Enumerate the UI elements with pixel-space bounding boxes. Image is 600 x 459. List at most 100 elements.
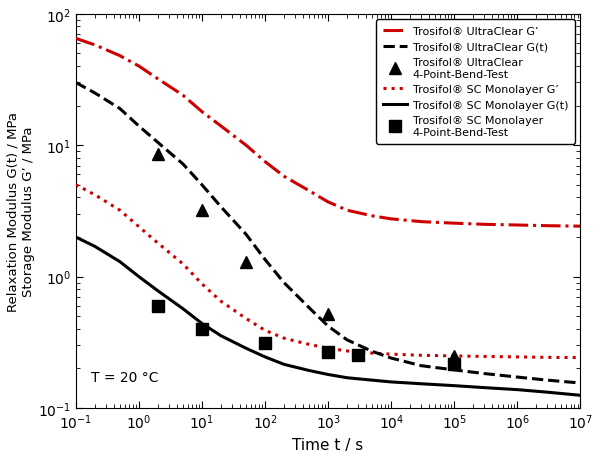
- Trosifol® UltraClear G’: [368, 213, 376, 219]
- Trosifol® SC Monolayer G’: [368, 351, 376, 356]
- Trosifol® SC Monolayer G(t): [481, 385, 488, 391]
- Trosifol® UltraClear G(t): [217, 205, 224, 210]
- Trosifol® SC Monolayer G’: [280, 336, 287, 341]
- Trosifol® UltraClear G(t): [544, 378, 551, 383]
- Trosifol® UltraClear G(t): [481, 371, 488, 376]
- Line: Trosifol® UltraClear G(t): Trosifol® UltraClear G(t): [76, 83, 580, 383]
- Trosifol® UltraClear G(t): [577, 381, 584, 386]
- Trosifol® SC Monolayer G’: [262, 328, 269, 333]
- Trosifol® SC Monolayer
4-Point-Bend-Test: [355, 352, 362, 358]
- Trosifol® SC Monolayer G(t): [262, 354, 269, 360]
- Trosifol® UltraClear
4-Point-Bend-Test: [325, 312, 332, 317]
- Trosifol® SC Monolayer G’: [91, 192, 98, 198]
- Trosifol® UltraClear G’: [451, 221, 458, 226]
- Trosifol® UltraClear G’: [199, 110, 206, 115]
- X-axis label: Time t / s: Time t / s: [292, 437, 364, 452]
- Trosifol® UltraClear G(t): [72, 80, 79, 86]
- Trosifol® SC Monolayer G’: [72, 183, 79, 188]
- Trosifol® SC Monolayer G’: [305, 342, 313, 347]
- Trosifol® UltraClear G(t): [451, 367, 458, 373]
- Trosifol® UltraClear G’: [544, 224, 551, 229]
- Trosifol® UltraClear G’: [280, 174, 287, 179]
- Trosifol® SC Monolayer G’: [544, 355, 551, 360]
- Trosifol® SC Monolayer G’: [388, 352, 395, 357]
- Line: Trosifol® UltraClear G’: Trosifol® UltraClear G’: [76, 39, 580, 227]
- Trosifol® SC Monolayer G(t): [72, 235, 79, 240]
- Trosifol® UltraClear G(t): [344, 337, 351, 343]
- Trosifol® UltraClear
4-Point-Bend-Test: [242, 259, 250, 265]
- Line: Trosifol® SC Monolayer
4-Point-Bend-Test: Trosifol® SC Monolayer 4-Point-Bend-Test: [152, 301, 460, 370]
- Trosifol® UltraClear G(t): [262, 257, 269, 263]
- Trosifol® SC Monolayer G(t): [451, 383, 458, 389]
- Trosifol® SC Monolayer G’: [217, 299, 224, 304]
- Trosifol® SC Monolayer G(t): [305, 368, 313, 374]
- Trosifol® UltraClear G(t): [280, 280, 287, 286]
- Trosifol® UltraClear G(t): [154, 140, 161, 146]
- Trosifol® SC Monolayer G’: [325, 346, 332, 351]
- Trosifol® SC Monolayer
4-Point-Bend-Test: [262, 341, 269, 347]
- Trosifol® SC Monolayer G’: [199, 281, 206, 287]
- Trosifol® SC Monolayer G’: [514, 354, 521, 360]
- Y-axis label: Relaxation Modulus G(t) / MPa
Storage Modulus G’ / MPa: Relaxation Modulus G(t) / MPa Storage Mo…: [7, 112, 35, 311]
- Trosifol® SC Monolayer G’: [418, 353, 425, 358]
- Trosifol® SC Monolayer G(t): [577, 393, 584, 398]
- Trosifol® UltraClear
4-Point-Bend-Test: [199, 208, 206, 213]
- Trosifol® SC Monolayer G(t): [179, 306, 187, 312]
- Trosifol® SC Monolayer G(t): [325, 372, 332, 377]
- Trosifol® UltraClear G(t): [418, 363, 425, 369]
- Trosifol® SC Monolayer G’: [135, 224, 142, 230]
- Trosifol® SC Monolayer
4-Point-Bend-Test: [451, 362, 458, 367]
- Trosifol® SC Monolayer G(t): [91, 244, 98, 250]
- Trosifol® UltraClear G(t): [135, 124, 142, 129]
- Trosifol® SC Monolayer G’: [344, 348, 351, 354]
- Trosifol® UltraClear
4-Point-Bend-Test: [154, 152, 161, 158]
- Trosifol® UltraClear G’: [481, 222, 488, 228]
- Trosifol® UltraClear G(t): [514, 375, 521, 380]
- Trosifol® UltraClear G(t): [325, 324, 332, 329]
- Trosifol® UltraClear G’: [242, 143, 250, 149]
- Trosifol® UltraClear G’: [116, 54, 124, 59]
- Trosifol® UltraClear G(t): [199, 183, 206, 188]
- Trosifol® SC Monolayer G’: [481, 354, 488, 359]
- Trosifol® SC Monolayer G(t): [199, 321, 206, 326]
- Trosifol® UltraClear G’: [217, 124, 224, 129]
- Trosifol® UltraClear G’: [305, 189, 313, 194]
- Trosifol® SC Monolayer G(t): [217, 333, 224, 339]
- Trosifol® UltraClear G(t): [305, 305, 313, 311]
- Trosifol® UltraClear G’: [135, 64, 142, 70]
- Trosifol® UltraClear G’: [514, 223, 521, 228]
- Trosifol® SC Monolayer G(t): [154, 288, 161, 294]
- Trosifol® SC Monolayer G’: [154, 241, 161, 246]
- Text: T = 20 °C: T = 20 °C: [91, 370, 158, 385]
- Trosifol® SC Monolayer
4-Point-Bend-Test: [154, 303, 161, 309]
- Trosifol® UltraClear G(t): [179, 162, 187, 168]
- Trosifol® UltraClear G’: [388, 217, 395, 222]
- Trosifol® UltraClear
4-Point-Bend-Test: [451, 353, 458, 359]
- Trosifol® UltraClear G’: [72, 37, 79, 42]
- Trosifol® UltraClear G’: [577, 224, 584, 230]
- Trosifol® UltraClear G’: [179, 93, 187, 99]
- Trosifol® UltraClear G’: [262, 159, 269, 165]
- Trosifol® SC Monolayer G’: [451, 353, 458, 359]
- Trosifol® SC Monolayer
4-Point-Bend-Test: [325, 350, 332, 355]
- Trosifol® SC Monolayer G(t): [418, 381, 425, 386]
- Legend: Trosifol® UltraClear G’, Trosifol® UltraClear G(t), Trosifol® UltraClear
4-Point: Trosifol® UltraClear G’, Trosifol® Ultra…: [376, 20, 575, 144]
- Trosifol® SC Monolayer G(t): [116, 259, 124, 265]
- Trosifol® SC Monolayer G’: [577, 355, 584, 361]
- Trosifol® UltraClear G’: [91, 43, 98, 49]
- Trosifol® UltraClear G(t): [91, 91, 98, 96]
- Trosifol® SC Monolayer G(t): [514, 387, 521, 392]
- Line: Trosifol® SC Monolayer G(t): Trosifol® SC Monolayer G(t): [76, 237, 580, 396]
- Trosifol® UltraClear G’: [325, 200, 332, 205]
- Trosifol® UltraClear G(t): [242, 232, 250, 237]
- Trosifol® SC Monolayer G’: [116, 208, 124, 213]
- Trosifol® SC Monolayer G(t): [344, 375, 351, 381]
- Trosifol® SC Monolayer G(t): [544, 390, 551, 395]
- Trosifol® UltraClear G’: [154, 77, 161, 82]
- Trosifol® SC Monolayer G(t): [280, 362, 287, 367]
- Trosifol® SC Monolayer G(t): [368, 378, 376, 383]
- Trosifol® UltraClear G(t): [388, 356, 395, 361]
- Trosifol® SC Monolayer G(t): [388, 379, 395, 385]
- Trosifol® SC Monolayer G(t): [135, 274, 142, 280]
- Trosifol® SC Monolayer G’: [179, 262, 187, 267]
